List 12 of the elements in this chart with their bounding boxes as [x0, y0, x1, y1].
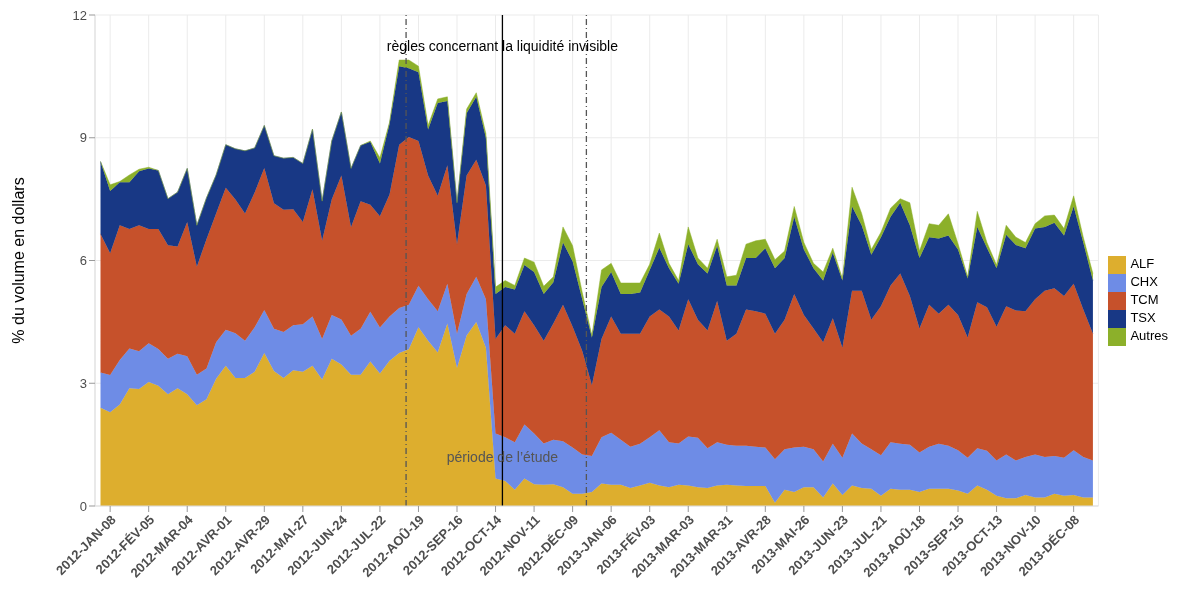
legend-label: Autres	[1130, 328, 1168, 344]
y-tick-label: 12	[72, 7, 87, 23]
y-tick-label: 3	[79, 375, 87, 391]
legend-label: TCM	[1130, 292, 1159, 308]
legend-label: TSX	[1130, 310, 1156, 326]
y-tick-label: 0	[79, 498, 87, 514]
legend-label: CHX	[1130, 274, 1158, 290]
legend-label: ALF	[1130, 256, 1155, 272]
y-tick-label: 9	[79, 130, 87, 146]
y-axis-title: % du volume en dollars	[9, 177, 27, 344]
ref-line-label: règles concernant la liquidité invisible	[386, 37, 619, 54]
y-tick-label: 6	[79, 253, 87, 269]
